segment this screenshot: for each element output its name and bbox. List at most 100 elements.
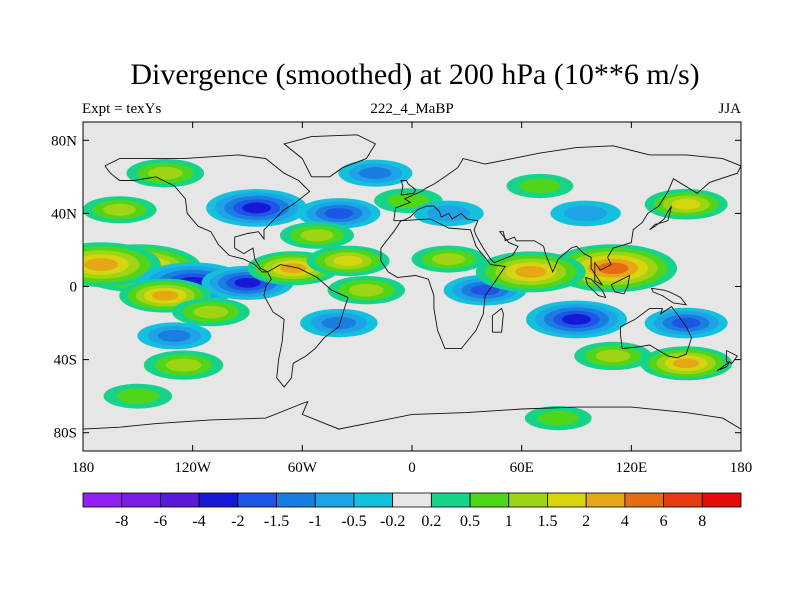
divergence-feature (300, 308, 378, 338)
colorbar-label: -1.5 (264, 513, 289, 530)
colorbar: -8 -6 -4 -2 -1.5 -1 -0.5 -0.2 0.2 0.5 1 1.5 2 4 6 8 (82, 492, 742, 530)
divergence-feature (306, 245, 390, 277)
divergence-contour (387, 192, 430, 209)
x-tick-label: 120E (615, 460, 647, 476)
divergence-contour (84, 258, 119, 271)
colorbar-label: -2 (231, 513, 244, 530)
season-label: JJA (718, 101, 741, 117)
divergence-contour (234, 277, 261, 288)
divergence-feature (506, 173, 574, 199)
divergence-contour (324, 208, 354, 219)
coastline-layer (83, 134, 741, 430)
divergence-contour (242, 202, 272, 214)
divergence-feature (83, 196, 157, 224)
x-tick-label: 180 (72, 460, 95, 476)
colorbar-label: -1 (309, 513, 322, 530)
coastline (585, 276, 607, 299)
divergence-contour (300, 229, 334, 242)
coastline (725, 350, 738, 364)
divergence-feature (206, 189, 308, 227)
divergence-feature (103, 383, 173, 409)
colorbar-swatch (508, 492, 548, 508)
colorbar-swatch (392, 492, 432, 508)
colorbar-label: 0.2 (421, 513, 441, 530)
divergence-contour (432, 253, 465, 266)
colorbar-swatch (430, 492, 471, 508)
divergence-feature (644, 307, 728, 339)
coastline (283, 134, 377, 178)
divergence-feature (475, 251, 586, 293)
divergence-feature (338, 159, 413, 187)
divergence-contour (280, 263, 307, 274)
coastline (650, 287, 688, 306)
colorbar-swatch (353, 492, 394, 508)
coastline (649, 205, 672, 231)
x-tick-label: 180 (730, 460, 753, 476)
colorbar-swatch (469, 492, 510, 508)
run-label: 222_4_MaBP (370, 101, 454, 117)
coastline (610, 274, 631, 295)
divergence-feature (550, 200, 621, 227)
colorbar-swatch (121, 492, 161, 508)
colorbar-swatch (585, 492, 626, 508)
divergence-contour (597, 262, 629, 275)
y-tick-label: 40S (54, 353, 77, 369)
divergence-field (83, 158, 733, 431)
divergence-contour (470, 284, 500, 296)
colorbar-label: 2 (582, 513, 590, 530)
divergence-contour (519, 178, 561, 194)
divergence-contour (563, 205, 608, 222)
colorbar-swatch (160, 492, 200, 508)
divergence-contour (595, 349, 631, 363)
coastline (83, 400, 741, 430)
divergence-feature (327, 275, 406, 305)
colorbar-label: 6 (660, 513, 668, 530)
divergence-contour (193, 305, 229, 319)
divergence-contour (157, 329, 191, 342)
colorbar-swatch (276, 492, 316, 508)
colorbar-swatch (547, 492, 587, 508)
divergence-contour (321, 316, 357, 330)
colorbar-label: -0.5 (341, 513, 366, 530)
coastline (716, 361, 731, 372)
divergence-contour (349, 283, 384, 297)
experiment-label: Expt = texYs (82, 101, 162, 117)
colorbar-label: 1.5 (537, 513, 557, 530)
y-tick-label: 0 (70, 280, 78, 296)
divergence-feature (574, 341, 652, 371)
coastline (619, 305, 693, 359)
colorbar-label: 1 (505, 513, 513, 530)
coastline (263, 264, 349, 388)
divergence-contour (152, 290, 179, 301)
y-tick-label: 80S (54, 426, 77, 442)
divergence-feature (524, 406, 592, 431)
divergence-feature (526, 300, 627, 339)
divergence-contour (537, 410, 579, 426)
divergence-contour (103, 203, 136, 216)
divergence-contour (165, 358, 202, 372)
colorbar-swatch (314, 492, 355, 508)
chart-title: Divergence (smoothed) at 200 hPa (10**6 … (130, 58, 700, 91)
divergence-contour (116, 388, 159, 404)
colorbar-label: -4 (192, 513, 205, 530)
y-tick-label: 40N (51, 206, 77, 222)
x-tick-label: 60W (288, 460, 318, 476)
y-tick-label: 80N (51, 133, 77, 149)
divergence-feature (297, 198, 381, 229)
colorbar-swatch (701, 492, 742, 508)
colorbar-swatch (198, 492, 239, 508)
colorbar-swatch (237, 492, 277, 508)
colorbar-swatch (624, 492, 664, 508)
coastline (380, 218, 506, 350)
colorbar-label: -0.2 (380, 513, 405, 530)
divergence-feature (137, 322, 212, 350)
divergence-contour (333, 255, 363, 267)
divergence-feature (411, 245, 486, 273)
colorbar-label: 0.5 (460, 513, 480, 530)
divergence-contour (148, 166, 183, 180)
x-tick-label: 120W (174, 460, 212, 476)
divergence-contour (671, 317, 701, 329)
colorbar-label: 8 (698, 513, 706, 530)
divergence-feature (279, 221, 354, 249)
